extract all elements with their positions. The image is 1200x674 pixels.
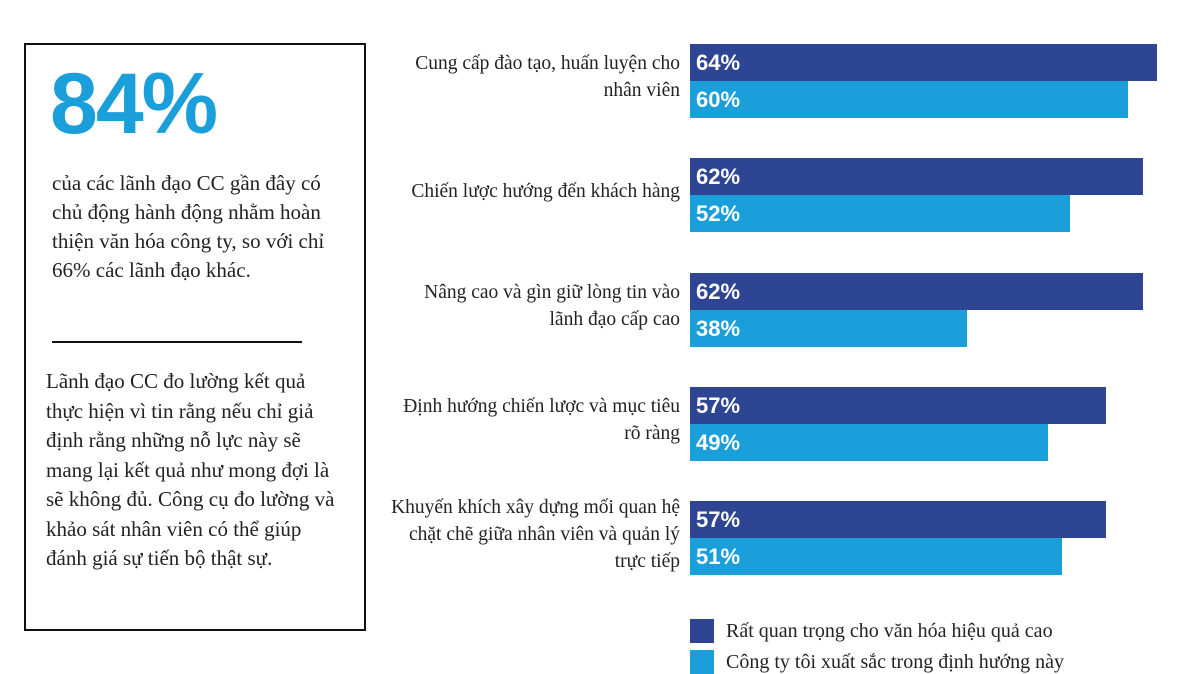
bar: 64% bbox=[690, 44, 1158, 81]
legend-swatch bbox=[690, 650, 714, 674]
bar: 57% bbox=[690, 386, 1107, 424]
body-text: Lãnh đạo CC đo lường kết quả thực hiện v… bbox=[46, 369, 335, 570]
value-label: 57% bbox=[696, 392, 741, 418]
value-label: 51% bbox=[696, 544, 741, 570]
value-label: 62% bbox=[696, 164, 741, 190]
value-label: 52% bbox=[696, 201, 741, 227]
bar: 62% bbox=[690, 272, 1143, 310]
bar: 38% bbox=[690, 309, 968, 347]
bar: 60% bbox=[690, 81, 1128, 118]
text-panel: 84% của các lãnh đạo CC gần đây có chủ đ… bbox=[24, 43, 366, 631]
value-label: 57% bbox=[696, 507, 741, 533]
bar: 49% bbox=[690, 423, 1048, 461]
value-label: 60% bbox=[696, 87, 741, 112]
category-label: Chiến lược hướng đến khách hàng bbox=[411, 180, 680, 202]
category-label: Định hướng chiến lược và mục tiêu rõ ràn… bbox=[403, 395, 680, 444]
legend-swatch bbox=[690, 619, 714, 643]
legend-label: Công ty tôi xuất sắc trong định hướng nà… bbox=[726, 651, 1065, 673]
value-label: 38% bbox=[696, 315, 741, 341]
stat: 84% bbox=[50, 56, 218, 152]
bar: 62% bbox=[690, 158, 1143, 196]
category-label: Nâng cao và gìn giữ lòng tin vào lãnh đạ… bbox=[424, 281, 680, 330]
value-label: 62% bbox=[696, 278, 741, 304]
divider bbox=[52, 341, 302, 343]
bar: 57% bbox=[690, 501, 1107, 539]
stat-text: của các lãnh đạo CC gần đây có chủ động … bbox=[52, 171, 325, 282]
category-label: Cung cấp đào tạo, huấn luyện cho nhân vi… bbox=[415, 53, 680, 101]
value-label: 49% bbox=[696, 429, 741, 455]
legend-label: Rất quan trọng cho văn hóa hiệu quả cao bbox=[726, 620, 1053, 642]
bar: 52% bbox=[690, 195, 1070, 233]
value-label: 64% bbox=[696, 50, 741, 75]
category-label: Khuyến khích xây dựng mối quan hệ chặt c… bbox=[391, 496, 680, 572]
bar: 51% bbox=[690, 538, 1063, 576]
